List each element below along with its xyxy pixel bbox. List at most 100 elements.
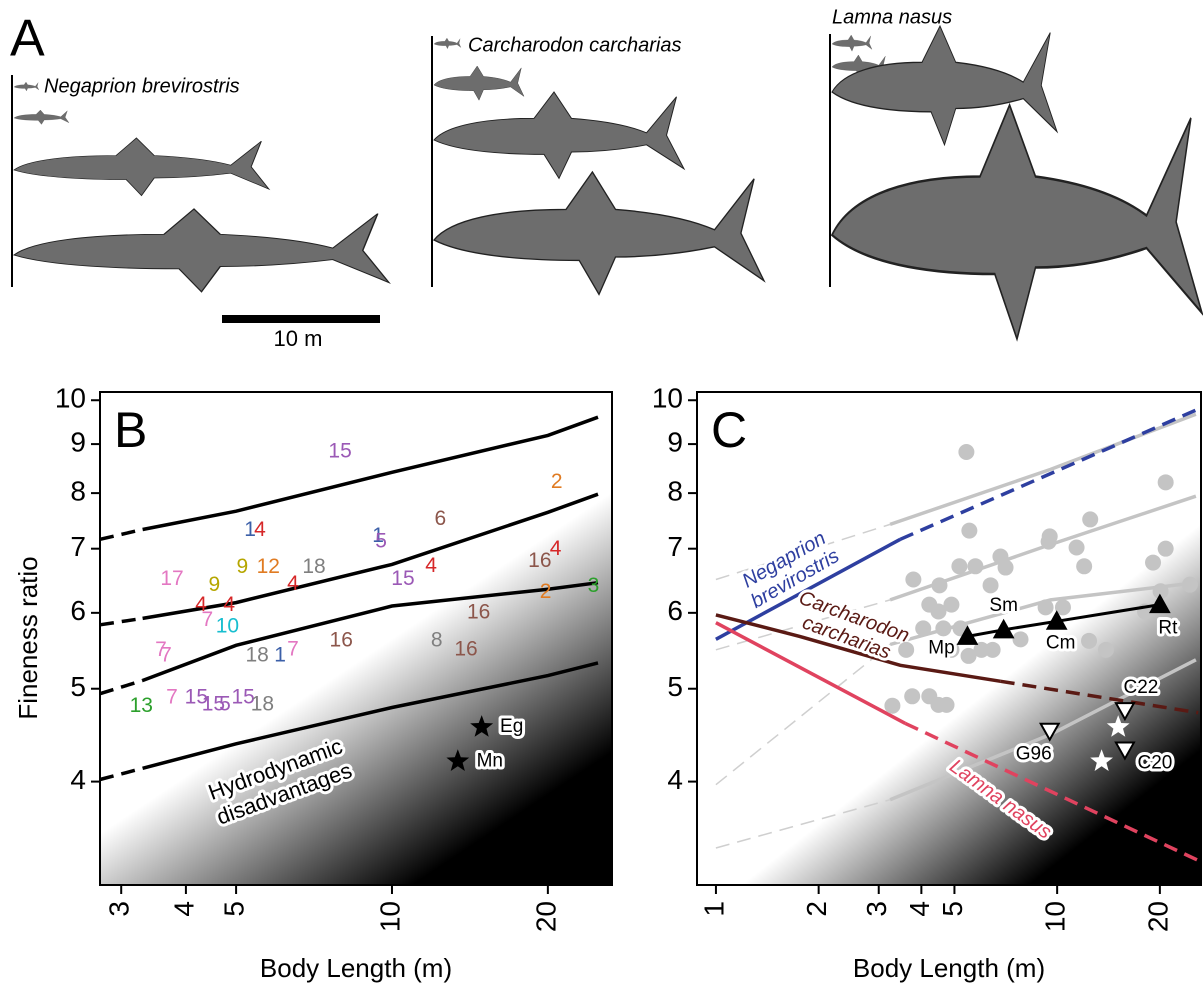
y-axis-label: Fineness ratio: [13, 556, 43, 719]
data-point: [985, 642, 1001, 658]
data-point: [1082, 511, 1098, 527]
shark: [434, 172, 764, 294]
marker-label: Cm: [1046, 632, 1076, 653]
marker-label: Sm: [989, 595, 1018, 616]
point-label: 16: [454, 637, 477, 660]
point-label: 7: [287, 637, 299, 660]
point-label: 16: [330, 628, 353, 651]
data-point: [1041, 534, 1057, 550]
shark: [434, 66, 524, 100]
point-label: 1: [274, 643, 286, 666]
data-point: [983, 577, 999, 593]
data-point: [967, 558, 983, 574]
x-tick-label: 5: [218, 901, 249, 917]
x-axis-label: Body Length (m): [260, 953, 452, 983]
x-tick-label: 3: [104, 901, 135, 917]
y-tick-label: 10: [652, 383, 683, 414]
point-label: 5: [375, 530, 387, 553]
point-label: 9: [209, 573, 221, 596]
point-label: 18: [251, 692, 274, 715]
data-point: [1076, 558, 1092, 574]
point-label: 5: [219, 692, 231, 715]
point-label: 18: [245, 643, 268, 666]
x-tick-label: 1: [698, 901, 729, 917]
point-label: 13: [130, 694, 153, 717]
data-point: [1038, 599, 1054, 615]
x-tick-label: 20: [530, 901, 561, 932]
y-tick-label: 7: [667, 531, 683, 562]
x-tick-label: 4: [904, 901, 935, 917]
shark: [14, 138, 269, 196]
fit-line: [100, 618, 143, 624]
point-label: 9: [236, 555, 248, 578]
data-point: [1013, 631, 1029, 647]
y-tick-label: 7: [70, 531, 86, 562]
data-point: [951, 558, 967, 574]
y-tick-label: 9: [667, 426, 683, 457]
marker-label: Mn: [477, 750, 503, 771]
point-label: 17: [160, 567, 183, 590]
x-axis-label: Body Length (m): [853, 953, 1045, 983]
data-point: [961, 523, 977, 539]
point-label: 8: [431, 628, 443, 651]
data-point: [1158, 541, 1174, 557]
data-point: [958, 444, 974, 460]
point-label: 4: [425, 554, 437, 577]
data-point: [884, 698, 900, 714]
marker-label: Mp: [928, 637, 954, 658]
point-label: 3: [588, 574, 600, 597]
marker-label: C22: [1123, 677, 1158, 698]
marker-label: Eg: [500, 716, 523, 737]
point-label: 2: [551, 470, 563, 493]
y-tick-label: 6: [70, 595, 86, 626]
data-point: [931, 577, 947, 593]
species-label: Carcharodon carcharias: [468, 34, 681, 56]
shark: [832, 105, 1202, 339]
marker-label: C20: [1137, 753, 1172, 774]
data-point: [1098, 642, 1114, 658]
y-tick-label: 8: [70, 476, 86, 507]
data-point: [1158, 474, 1174, 490]
y-tick-label: 5: [667, 671, 683, 702]
figure: A Negaprion brevirostris Carcharodon car…: [0, 0, 1203, 990]
point-label: 18: [302, 555, 325, 578]
panel-label: B: [114, 402, 147, 458]
data-point: [998, 560, 1014, 576]
marker-label: Rt: [1158, 618, 1178, 639]
data-point: [1182, 577, 1198, 593]
x-tick-label: 3: [861, 901, 892, 917]
data-point: [943, 597, 959, 613]
shark: [14, 209, 389, 292]
panel-label: C: [711, 402, 747, 458]
page: A Negaprion brevirostris Carcharodon car…: [0, 0, 1203, 990]
point-label: 16: [528, 549, 551, 572]
y-tick-label: 5: [70, 671, 86, 702]
data-point: [1145, 555, 1161, 571]
y-tick-label: 10: [55, 383, 86, 414]
data-point: [898, 642, 914, 658]
species-label: Negaprion brevirostris: [44, 75, 240, 97]
shark: [14, 110, 69, 124]
data-point: [1081, 633, 1097, 649]
y-tick-label: 4: [667, 764, 683, 795]
x-tick-label: 10: [374, 901, 405, 932]
data-point: [1069, 539, 1085, 555]
shark: [434, 92, 684, 178]
point-label: 2: [540, 580, 552, 603]
point-label: 4: [287, 572, 299, 595]
x-tick-label: 4: [168, 901, 199, 917]
data-point: [935, 620, 951, 636]
fit-line: [100, 681, 143, 694]
point-label: 16: [467, 600, 490, 623]
data-point: [961, 648, 977, 664]
shark-silhouettes: [12, 26, 1202, 339]
y-tick-label: 4: [70, 764, 86, 795]
y-tick-label: 6: [667, 595, 683, 626]
panel-label: A: [10, 10, 45, 68]
shark: [14, 82, 39, 91]
data-point: [939, 697, 955, 713]
shark: [434, 38, 461, 49]
point-label: 15: [391, 567, 414, 590]
y-tick-label: 8: [667, 476, 683, 507]
data-point: [905, 572, 921, 588]
